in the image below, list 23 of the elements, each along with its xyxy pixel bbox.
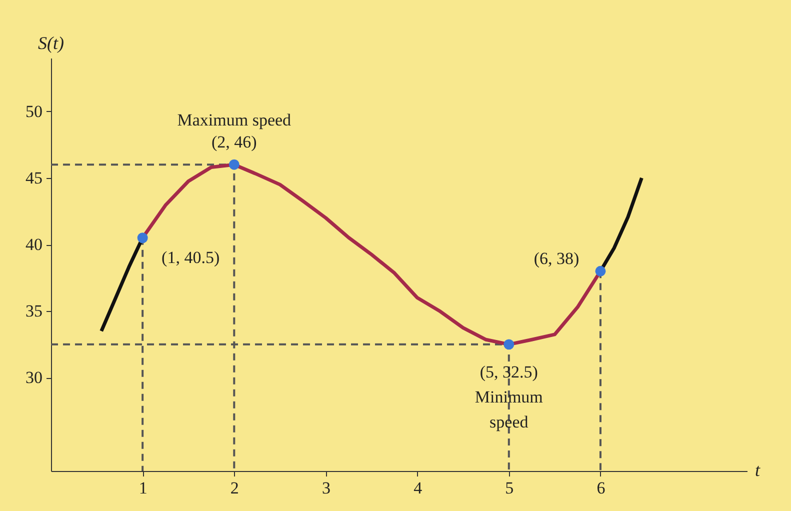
y-tick-label: 45 [26, 168, 42, 188]
y-tick-label: 50 [26, 102, 42, 121]
annotation: (6, 38) [534, 249, 580, 268]
x-tick-label: 6 [596, 478, 606, 498]
annotation: (1, 40.5) [162, 248, 220, 267]
point [228, 159, 240, 170]
y-tick-label: 35 [26, 302, 42, 321]
y-tick-label: 30 [26, 368, 42, 388]
annotation: Minimum speed [474, 387, 543, 432]
x-tick-label: 1 [138, 478, 148, 498]
x-tick-label: 3 [322, 478, 330, 498]
x-tick-label: 2 [230, 478, 239, 498]
point [137, 232, 148, 244]
annotation: (5, 32.5) [480, 362, 538, 382]
annotation: Maximum speed [177, 110, 292, 130]
x-tick-label: 4 [414, 478, 423, 498]
annotation: (2, 46) [211, 132, 257, 152]
point [504, 339, 514, 350]
point [595, 266, 606, 276]
y-axis-title: S(t) [38, 33, 64, 53]
x-tick-label: 5 [505, 478, 514, 498]
x-axis-title: t [755, 460, 761, 480]
y-tick-label: 40 [26, 235, 42, 254]
